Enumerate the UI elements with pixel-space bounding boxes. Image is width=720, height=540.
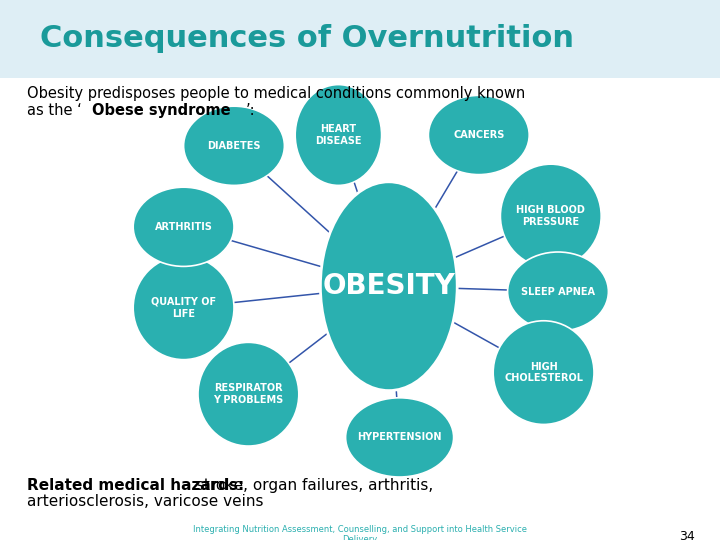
Ellipse shape: [428, 96, 529, 174]
Ellipse shape: [184, 106, 284, 185]
Ellipse shape: [198, 342, 299, 446]
Ellipse shape: [295, 85, 382, 185]
Text: stroke, organ failures, arthritis,: stroke, organ failures, arthritis,: [191, 478, 433, 493]
Text: as the ‘: as the ‘: [27, 103, 82, 118]
Ellipse shape: [133, 187, 234, 266]
Ellipse shape: [493, 321, 594, 424]
Text: DIABETES: DIABETES: [207, 141, 261, 151]
Text: Integrating Nutrition Assessment, Counselling, and Support into Health Service
D: Integrating Nutrition Assessment, Counse…: [193, 525, 527, 540]
Text: HYPERTENSION: HYPERTENSION: [357, 433, 442, 442]
Text: Related medical hazards:: Related medical hazards:: [27, 478, 245, 493]
Ellipse shape: [508, 252, 608, 331]
Text: ARTHRITIS: ARTHRITIS: [155, 222, 212, 232]
Text: Obese syndrome: Obese syndrome: [92, 103, 231, 118]
Ellipse shape: [346, 398, 454, 477]
Text: OBESITY: OBESITY: [323, 272, 455, 300]
Text: CANCERS: CANCERS: [453, 130, 505, 140]
Ellipse shape: [320, 182, 457, 390]
Text: arteriosclerosis, varicose veins: arteriosclerosis, varicose veins: [27, 494, 264, 509]
Text: Obesity predisposes people to medical conditions commonly known: Obesity predisposes people to medical co…: [27, 86, 526, 102]
Ellipse shape: [133, 256, 234, 360]
Text: HEART
DISEASE: HEART DISEASE: [315, 124, 361, 146]
Text: Consequences of Overnutrition: Consequences of Overnutrition: [40, 24, 574, 53]
Text: QUALITY OF
LIFE: QUALITY OF LIFE: [151, 297, 216, 319]
Text: 34: 34: [679, 530, 695, 540]
Text: HIGH
CHOLESTEROL: HIGH CHOLESTEROL: [504, 362, 583, 383]
Ellipse shape: [500, 164, 601, 268]
Text: SLEEP APNEA: SLEEP APNEA: [521, 287, 595, 296]
Text: ’:: ’:: [246, 103, 255, 118]
FancyBboxPatch shape: [0, 0, 720, 78]
Text: HIGH BLOOD
PRESSURE: HIGH BLOOD PRESSURE: [516, 205, 585, 227]
Text: RESPIRATOR
Y PROBLEMS: RESPIRATOR Y PROBLEMS: [213, 383, 284, 405]
